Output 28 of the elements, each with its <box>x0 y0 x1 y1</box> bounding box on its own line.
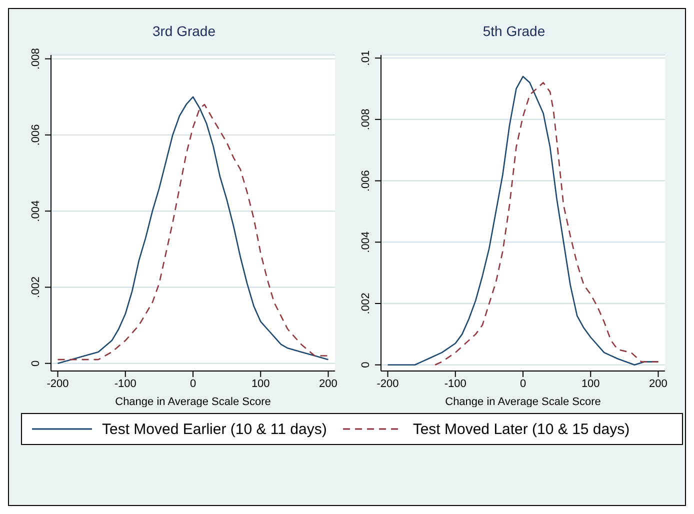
y-tick-label: .008 <box>30 48 42 70</box>
y-tick-label: 0 <box>30 360 42 366</box>
x-tick-label: 100 <box>581 378 600 390</box>
x-tick-label: 200 <box>319 378 338 390</box>
chart-title: 3rd Grade <box>151 22 217 41</box>
x-tick-label: -100 <box>114 378 136 390</box>
x-tick-label: 100 <box>251 378 270 390</box>
y-tick-label: .002 <box>30 276 42 298</box>
y-tick-label: .006 <box>360 170 372 192</box>
x-tick-label: 0 <box>190 378 196 390</box>
y-tick-label: .002 <box>360 292 372 314</box>
y-tick-label: .004 <box>360 231 372 253</box>
legend-label: Test Moved Earlier (10 & 11 days) <box>102 420 327 438</box>
y-tick-label: .006 <box>30 124 42 146</box>
y-tick-label: .008 <box>360 108 372 130</box>
chart-title: 5th Grade <box>482 22 546 41</box>
x-tick-label: 200 <box>649 378 668 390</box>
line-series <box>434 82 659 366</box>
x-tick-label: -100 <box>444 378 466 390</box>
x-tick-label: -200 <box>376 378 399 390</box>
x-tick-label: -200 <box>46 378 69 390</box>
x-axis-title: Change in Average Scale Score <box>445 396 601 408</box>
x-tick-label: 0 <box>520 378 526 390</box>
y-tick-label: .004 <box>30 200 42 222</box>
y-tick-label: .01 <box>360 50 372 66</box>
x-axis-title: Change in Average Scale Score <box>115 396 271 408</box>
legend-label: Test Moved Later (10 & 15 days) <box>412 420 630 438</box>
y-tick-label: 0 <box>360 362 372 368</box>
